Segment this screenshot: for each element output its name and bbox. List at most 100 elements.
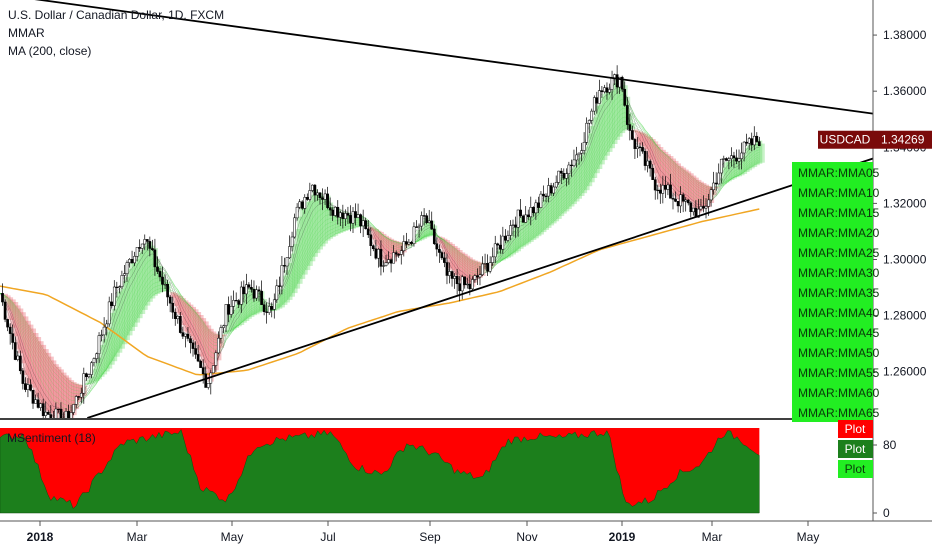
ribbon-segment (317, 192, 323, 250)
candle-body (481, 263, 484, 275)
time-tick-label: May (221, 530, 244, 544)
candle-body (24, 383, 27, 390)
candle-body (272, 299, 276, 310)
candle-body (11, 333, 15, 343)
candle-body (247, 284, 251, 288)
ribbon-segment (170, 291, 176, 298)
mma-label-badge[interactable] (792, 222, 873, 242)
plot-label-badge[interactable] (838, 460, 873, 478)
candle-body (638, 146, 642, 148)
mma-label-badge[interactable] (792, 322, 873, 342)
candle-body (641, 147, 644, 152)
mma-label-badge[interactable] (792, 182, 873, 202)
candle-body (590, 110, 594, 121)
mma-label-badge[interactable] (792, 242, 873, 262)
ribbon-segment (83, 383, 90, 385)
candle-body (443, 257, 446, 263)
candle-body (64, 411, 68, 418)
ribbon-segment (355, 216, 361, 228)
resistance-trendline[interactable] (0, 0, 873, 115)
candle-body (120, 275, 124, 287)
price-badge[interactable] (873, 130, 932, 149)
support-trendline[interactable] (87, 157, 873, 418)
ribbon-segment (502, 241, 509, 259)
candlesticks[interactable] (1, 65, 761, 433)
candle-body (552, 186, 555, 194)
mma-label-badge[interactable] (792, 342, 873, 362)
ribbon-segment (48, 356, 54, 414)
ribbon-segment (556, 185, 562, 219)
ribbon-segment (642, 133, 648, 150)
candle-body (217, 337, 220, 354)
candle-body (323, 193, 327, 200)
ribbon-segment (25, 320, 31, 384)
indicator-ma200-label[interactable]: MA (200, close) (8, 44, 92, 58)
candle-body (539, 193, 543, 208)
ribbon-segment (510, 230, 516, 255)
ribbon-segment (383, 235, 389, 263)
ribbon-segment (540, 199, 547, 233)
price-tick-label: 1.36000 (883, 84, 927, 98)
ribbon-segment (248, 287, 255, 317)
mma-label-badge[interactable] (792, 402, 873, 422)
mma-label-badge[interactable] (792, 382, 873, 402)
mma-label-badge[interactable] (792, 362, 873, 382)
ribbon-segment (619, 79, 626, 134)
ribbon-segment (375, 230, 382, 253)
plot-label-badge[interactable] (838, 440, 873, 458)
candle-body (615, 74, 619, 88)
candle-body (397, 254, 401, 256)
ribbon-segment (332, 211, 339, 236)
candle-body (199, 360, 202, 368)
candle-body (110, 301, 114, 306)
ribbon-segment (386, 237, 392, 263)
candle-body (77, 396, 81, 398)
ribbon-segment (444, 240, 450, 259)
symbol-title[interactable]: U.S. Dollar / Canadian Dollar, 1D, FXCM (8, 8, 225, 22)
mma-line (0, 128, 760, 386)
candle-body (270, 306, 274, 310)
candle-body (531, 207, 535, 214)
mma-label-badge[interactable] (792, 162, 873, 182)
symbol-badge[interactable] (818, 130, 873, 149)
ribbon-segment (584, 146, 590, 191)
candle-body (666, 184, 670, 190)
candle-body (338, 212, 342, 218)
candle-body (1, 293, 4, 303)
ribbon-segment (167, 290, 174, 292)
plot-label-badge[interactable] (838, 420, 873, 438)
ribbon-segment (424, 217, 430, 238)
sentiment-plot-area[interactable] (0, 428, 760, 514)
candle-body (313, 184, 317, 196)
ribbon-segment (373, 229, 379, 245)
mma-line (0, 94, 760, 412)
ribbon-segment (645, 135, 651, 159)
ribbon-segment (203, 321, 209, 370)
candle-body (724, 158, 728, 161)
candle-body (478, 274, 482, 278)
candle-body (211, 365, 215, 374)
candle-body (341, 212, 345, 219)
candle-body (448, 271, 451, 276)
sentiment-title[interactable]: MSentiment (18) (7, 431, 96, 445)
candle-body (570, 164, 573, 167)
mma-label-badge[interactable] (792, 302, 873, 322)
candle-body (719, 158, 723, 174)
mma-label-badge[interactable] (792, 282, 873, 302)
candle-body (237, 300, 241, 305)
candle-body (125, 262, 129, 274)
candle-body (148, 241, 152, 249)
main-plot-area[interactable] (0, 0, 873, 434)
mma-label-badge[interactable] (792, 202, 873, 222)
ribbon-segment (728, 159, 735, 180)
mma-label-badge[interactable] (792, 262, 873, 282)
candle-body (455, 275, 459, 285)
candle-body (382, 265, 385, 267)
ribbon-segment (751, 143, 758, 167)
sentiment-green-area[interactable] (0, 428, 760, 514)
indicator-mmar-label[interactable]: MMAR (8, 26, 45, 40)
candle-body (379, 249, 383, 267)
ma200-line[interactable] (0, 208, 760, 376)
candle-body (206, 382, 210, 388)
candle-body (648, 160, 652, 169)
